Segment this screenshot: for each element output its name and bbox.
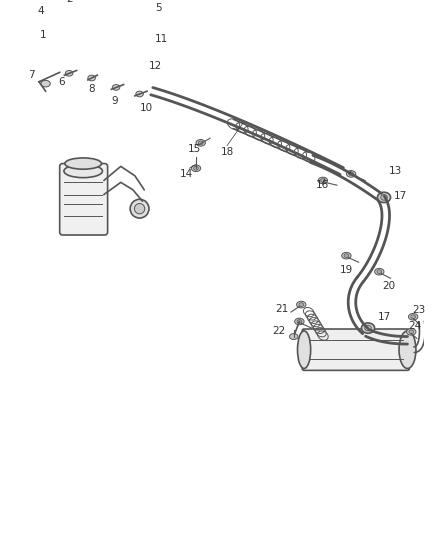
Ellipse shape <box>318 177 328 184</box>
Ellipse shape <box>411 315 416 319</box>
Ellipse shape <box>290 334 298 340</box>
Text: 22: 22 <box>272 326 285 336</box>
Ellipse shape <box>196 140 205 146</box>
Text: 5: 5 <box>155 3 162 13</box>
Ellipse shape <box>41 80 50 87</box>
Ellipse shape <box>342 253 351 259</box>
Ellipse shape <box>65 70 73 76</box>
Ellipse shape <box>365 325 371 331</box>
Ellipse shape <box>88 75 95 81</box>
Ellipse shape <box>194 166 198 170</box>
Ellipse shape <box>299 303 304 306</box>
Ellipse shape <box>381 195 387 200</box>
Ellipse shape <box>377 270 381 273</box>
Ellipse shape <box>406 328 416 335</box>
Text: 9: 9 <box>111 95 117 106</box>
Ellipse shape <box>136 91 143 97</box>
Ellipse shape <box>409 313 418 320</box>
Text: 13: 13 <box>389 166 402 176</box>
FancyBboxPatch shape <box>60 164 108 235</box>
Ellipse shape <box>64 165 102 177</box>
Text: 17: 17 <box>378 312 392 322</box>
Ellipse shape <box>297 331 311 368</box>
Text: 15: 15 <box>187 144 201 155</box>
Text: 8: 8 <box>88 84 95 94</box>
Text: 1: 1 <box>39 30 46 40</box>
Ellipse shape <box>130 199 149 218</box>
Text: 7: 7 <box>28 70 35 80</box>
Ellipse shape <box>321 179 325 182</box>
FancyBboxPatch shape <box>302 329 410 370</box>
Text: 6: 6 <box>58 77 65 87</box>
Ellipse shape <box>112 85 120 90</box>
Ellipse shape <box>374 269 384 275</box>
Ellipse shape <box>378 192 391 203</box>
Ellipse shape <box>297 320 302 324</box>
Text: 4: 4 <box>38 6 44 17</box>
Text: 2: 2 <box>66 0 72 4</box>
Text: 20: 20 <box>382 281 395 291</box>
Ellipse shape <box>198 141 203 145</box>
Text: 23: 23 <box>412 305 425 315</box>
Ellipse shape <box>295 318 304 325</box>
Ellipse shape <box>344 254 349 257</box>
Text: 19: 19 <box>340 265 353 275</box>
Text: 14: 14 <box>180 169 193 179</box>
Text: 24: 24 <box>408 321 422 331</box>
Text: 16: 16 <box>316 180 329 190</box>
Ellipse shape <box>191 165 201 172</box>
Ellipse shape <box>346 171 356 177</box>
Ellipse shape <box>297 301 306 308</box>
Text: 10: 10 <box>140 103 153 113</box>
Text: 18: 18 <box>220 147 233 157</box>
Ellipse shape <box>49 3 60 12</box>
Ellipse shape <box>361 323 374 333</box>
Text: 11: 11 <box>155 35 168 44</box>
Ellipse shape <box>134 204 145 214</box>
Ellipse shape <box>65 158 102 169</box>
Text: 21: 21 <box>275 304 288 314</box>
Ellipse shape <box>349 172 353 176</box>
Text: 17: 17 <box>394 191 407 201</box>
Text: 12: 12 <box>149 61 162 71</box>
Ellipse shape <box>399 331 416 368</box>
Ellipse shape <box>409 330 413 334</box>
